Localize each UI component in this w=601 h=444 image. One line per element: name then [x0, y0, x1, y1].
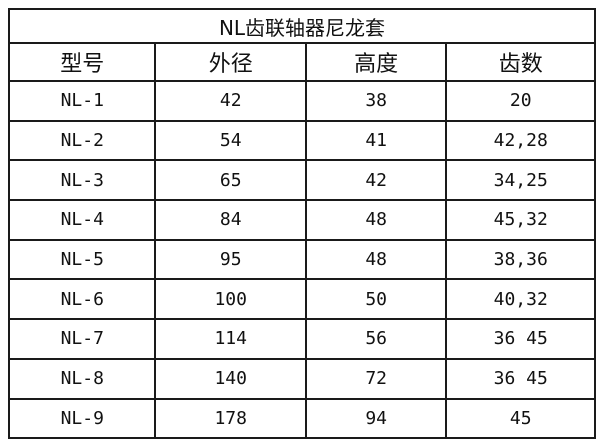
cell-height: 48 [304, 238, 448, 281]
table-row: NL-8 140 72 36 45 [7, 357, 596, 400]
table-row: NL-7 114 56 36 45 [7, 318, 596, 360]
cell-outer-diameter: 140 [154, 357, 307, 400]
cell-model: NL-4 [7, 199, 157, 241]
cell-teeth: 42,28 [445, 119, 596, 162]
cell-teeth: 36 45 [445, 357, 596, 400]
cell-teeth: 40,32 [445, 278, 596, 321]
cell-model: NL-1 [7, 80, 157, 122]
cell-teeth: 45,32 [445, 199, 596, 241]
table-row: NL-1 42 38 20 [7, 80, 596, 122]
cell-model: NL-9 [7, 397, 157, 440]
cell-model: NL-7 [7, 318, 157, 360]
cell-teeth: 45 [445, 397, 596, 440]
cell-model: NL-3 [7, 159, 157, 202]
cell-outer-diameter: 178 [154, 397, 307, 440]
cell-teeth: 34,25 [445, 159, 596, 202]
cell-model: NL-6 [7, 278, 157, 321]
cell-teeth: 38,36 [445, 238, 596, 281]
cell-height: 41 [304, 119, 448, 162]
header-model: 型号 [7, 42, 157, 82]
spec-table: NL齿联轴器尼龙套 型号 外径 高度 齿数 NL-1 42 38 20 NL-2 54 41… [7, 8, 596, 440]
cell-teeth: 20 [445, 80, 596, 122]
cell-height: 38 [304, 80, 448, 122]
cell-height: 72 [304, 357, 448, 400]
cell-outer-diameter: 95 [154, 238, 307, 281]
table-row: NL-3 65 42 34,25 [7, 159, 596, 202]
header-height: 高度 [304, 42, 448, 82]
cell-outer-diameter: 114 [154, 318, 307, 360]
header-row: 型号 外径 高度 齿数 [7, 42, 596, 82]
cell-outer-diameter: 42 [154, 80, 307, 122]
header-outer-diameter: 外径 [154, 42, 307, 82]
cell-height: 50 [304, 278, 448, 321]
cell-outer-diameter: 54 [154, 119, 307, 162]
cell-outer-diameter: 84 [154, 199, 307, 241]
cell-height: 42 [304, 159, 448, 202]
table-row: NL-6 100 50 40,32 [7, 278, 596, 321]
table-title: NL齿联轴器尼龙套 [8, 8, 596, 44]
table-row: NL-2 54 41 42,28 [7, 119, 596, 162]
header-teeth: 齿数 [445, 42, 596, 82]
cell-model: NL-8 [7, 357, 157, 400]
cell-model: NL-2 [7, 119, 157, 162]
cell-teeth: 36 45 [445, 318, 596, 360]
table-row: NL-4 84 48 45,32 [7, 199, 596, 241]
cell-height: 56 [304, 318, 448, 360]
table-row: NL-5 95 48 38,36 [7, 238, 596, 281]
cell-height: 94 [304, 397, 448, 440]
cell-outer-diameter: 100 [154, 278, 307, 321]
table-row: NL-9 178 94 45 [7, 397, 596, 440]
cell-outer-diameter: 65 [154, 159, 307, 202]
cell-model: NL-5 [7, 238, 157, 281]
cell-height: 48 [304, 199, 448, 241]
